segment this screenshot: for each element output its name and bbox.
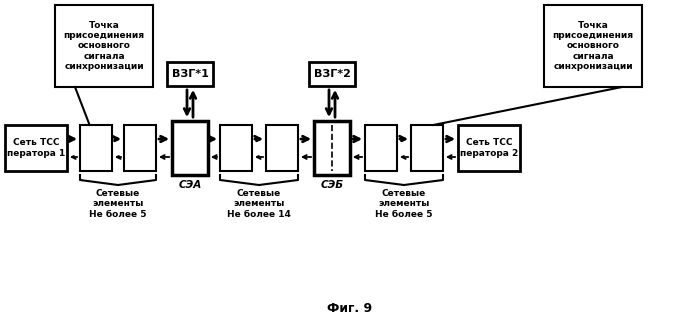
Text: Фиг. 9: Фиг. 9 [328, 301, 372, 315]
Text: Сетевые
элементы
Не более 14: Сетевые элементы Не более 14 [227, 189, 291, 219]
Text: Сетевые
элементы
Не более 5: Сетевые элементы Не более 5 [90, 189, 147, 219]
Text: СЭБ: СЭБ [321, 180, 344, 190]
Text: ВЗГ*1: ВЗГ*1 [172, 69, 209, 79]
FancyBboxPatch shape [124, 125, 156, 171]
Text: Сеть ТСС
ператора 2: Сеть ТСС ператора 2 [460, 138, 518, 158]
FancyBboxPatch shape [365, 125, 397, 171]
FancyBboxPatch shape [220, 125, 252, 171]
FancyBboxPatch shape [411, 125, 443, 171]
FancyBboxPatch shape [314, 121, 350, 175]
Text: Сетевые
элементы
Не более 5: Сетевые элементы Не более 5 [375, 189, 433, 219]
FancyBboxPatch shape [458, 125, 520, 171]
Text: Точка
присоединения
основного
сигнала
синхронизации: Точка присоединения основного сигнала си… [64, 21, 145, 71]
FancyBboxPatch shape [266, 125, 298, 171]
FancyBboxPatch shape [5, 125, 67, 171]
FancyBboxPatch shape [172, 121, 208, 175]
Text: ВЗГ*2: ВЗГ*2 [314, 69, 351, 79]
Text: Точка
присоединения
основного
сигнала
синхронизации: Точка присоединения основного сигнала си… [552, 21, 634, 71]
FancyBboxPatch shape [80, 125, 112, 171]
FancyBboxPatch shape [167, 62, 213, 86]
FancyBboxPatch shape [309, 62, 355, 86]
Text: СЭА: СЭА [178, 180, 202, 190]
FancyBboxPatch shape [544, 5, 642, 87]
FancyBboxPatch shape [55, 5, 153, 87]
Text: Сеть ТСС
ператора 1: Сеть ТСС ператора 1 [7, 138, 65, 158]
